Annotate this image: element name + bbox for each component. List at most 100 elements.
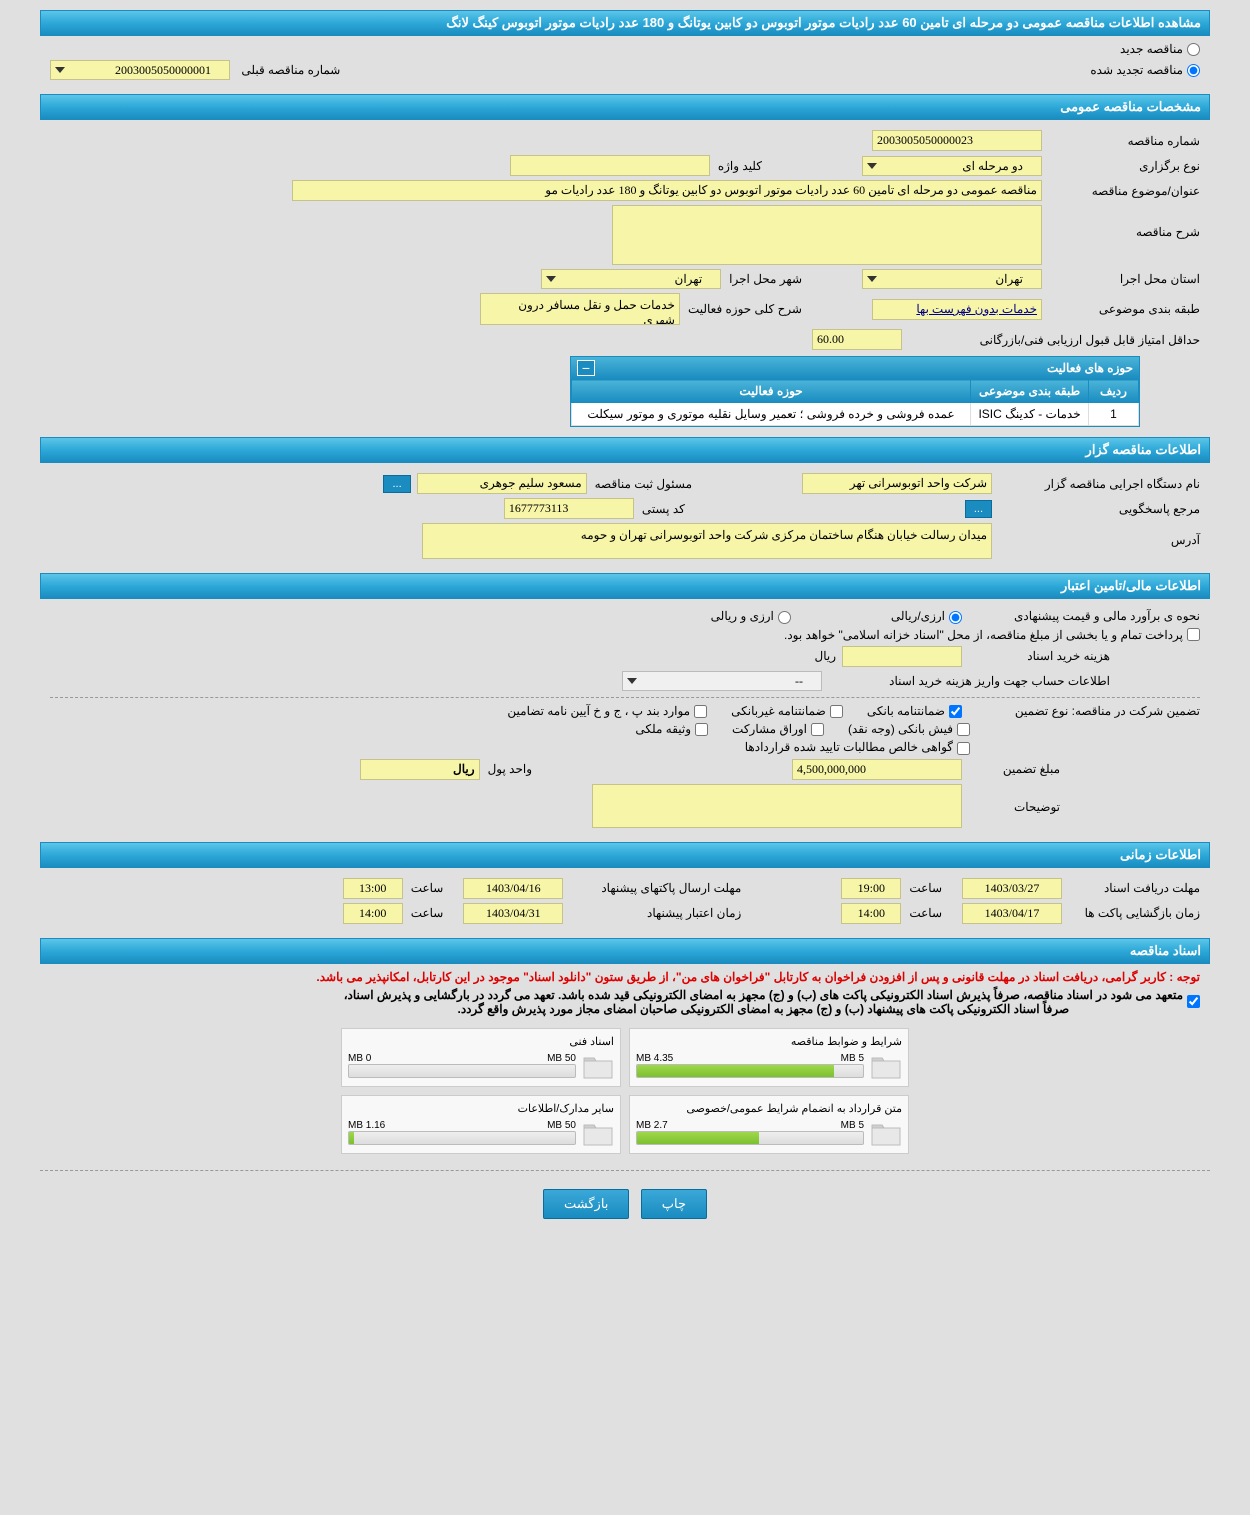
- doc-title: سایر مدارک/اطلاعات: [348, 1102, 614, 1115]
- reg-label: مسئول ثبت مناقصه: [595, 477, 692, 491]
- docs-red-note: توجه : کاربر گرامی، دریافت اسناد در مهلت…: [50, 970, 1200, 984]
- commit-checkbox[interactable]: [1187, 995, 1200, 1008]
- send-date[interactable]: [463, 878, 563, 899]
- prev-number-label: شماره مناقصه قبلی: [241, 63, 340, 77]
- section-tenderer-header: اطلاعات مناقصه گزار: [40, 437, 1210, 463]
- progress-bar: [348, 1064, 576, 1078]
- activity-table: ردیف طبقه بندی موضوعی حوزه فعالیت 1 خدما…: [571, 379, 1139, 426]
- folder-icon: [870, 1119, 902, 1147]
- keyword-input[interactable]: [510, 155, 710, 176]
- deadline-date[interactable]: [962, 878, 1062, 899]
- reg-lookup-button[interactable]: ...: [383, 475, 410, 493]
- doc-block: شرایط و ضوابط مناقصه5 MB4.35 MB: [629, 1028, 909, 1087]
- radio-rial[interactable]: ارزی/ریالی: [891, 609, 962, 623]
- scope-textarea[interactable]: خدمات حمل و نقل مسافر درون شهری: [480, 293, 680, 325]
- notes-textarea[interactable]: [592, 784, 962, 828]
- folder-icon: [582, 1119, 614, 1147]
- address-textarea[interactable]: میدان رسالت خیابان هنگام ساختمان مرکزی ش…: [422, 523, 992, 559]
- radio-new[interactable]: مناقصه جدید: [1120, 42, 1200, 56]
- progress-bar: [348, 1131, 576, 1145]
- org-input[interactable]: [802, 473, 992, 494]
- city-label: شهر محل اجرا: [729, 272, 802, 286]
- page-title: مشاهده اطلاعات مناقصه عمومی دو مرحله ای …: [40, 10, 1210, 36]
- radio-renewed[interactable]: مناقصه تجدید شده: [1090, 63, 1200, 77]
- radio-currency[interactable]: ارزی و ریالی: [711, 609, 791, 623]
- subject-input[interactable]: [292, 180, 1042, 201]
- amount-label: مبلغ تضمین: [970, 762, 1060, 776]
- scope-label: شرح کلی حوزه فعالیت: [688, 302, 802, 316]
- notes-label: توضیحات: [970, 784, 1060, 814]
- g2[interactable]: ضمانتنامه غیربانکی: [731, 704, 843, 718]
- open-time[interactable]: [841, 903, 901, 924]
- account-label: اطلاعات حساب جهت واریز هزینه خرید اسناد: [830, 674, 1110, 688]
- print-button[interactable]: چاپ: [641, 1189, 707, 1219]
- open-label: زمان بازگشایی پاکت ها: [1070, 906, 1200, 920]
- doc-used: 1.16 MB: [348, 1120, 385, 1131]
- postal-label: کد پستی: [642, 502, 685, 516]
- g1[interactable]: ضمانتنامه بانکی: [867, 704, 962, 718]
- treasury-checkbox[interactable]: [1187, 628, 1200, 641]
- doc-cost-unit: ریال: [814, 649, 836, 663]
- min-score-input[interactable]: [812, 329, 902, 350]
- time-label4: ساعت: [411, 906, 444, 920]
- section-time-header: اطلاعات زمانی: [40, 842, 1210, 868]
- folder-icon: [870, 1052, 902, 1080]
- col-scope: حوزه فعالیت: [572, 380, 971, 403]
- deadline-time[interactable]: [841, 878, 901, 899]
- holding-type-select[interactable]: دو مرحله ای: [862, 156, 1042, 176]
- class-input[interactable]: [872, 299, 1042, 320]
- col-class: طبقه بندی موضوعی: [971, 380, 1089, 403]
- reg-input[interactable]: [417, 473, 587, 494]
- send-time[interactable]: [343, 878, 403, 899]
- doc-total: 5 MB: [841, 1120, 864, 1131]
- time-label3: ساعت: [909, 906, 942, 920]
- section-docs-header: اسناد مناقصه: [40, 938, 1210, 964]
- progress-bar: [636, 1131, 864, 1145]
- folder-icon: [582, 1052, 614, 1080]
- g5[interactable]: اوراق مشارکت: [732, 722, 824, 736]
- doc-cost-label: هزینه خرید اسناد: [970, 649, 1110, 663]
- min-score-label: حداقل امتیاز قابل قبول ارزیابی فنی/بازرگ…: [910, 333, 1200, 347]
- activity-header: حوزه های فعالیت: [1047, 361, 1133, 375]
- doc-total: 50 MB: [547, 1120, 576, 1131]
- collapse-button[interactable]: −: [577, 360, 595, 376]
- section-general-header: مشخصات مناقصه عمومی: [40, 94, 1210, 120]
- open-date[interactable]: [962, 903, 1062, 924]
- number-label: شماره مناقصه: [1050, 134, 1200, 148]
- keyword-label: کلید واژه: [718, 159, 762, 173]
- g6[interactable]: وثیقه ملکی: [635, 722, 708, 736]
- send-label: مهلت ارسال پاکتهای پیشنهاد: [571, 881, 741, 895]
- subject-label: عنوان/موضوع مناقصه: [1050, 184, 1200, 198]
- valid-date[interactable]: [463, 903, 563, 924]
- g7[interactable]: گواهی خالص مطالبات تایید شده قراردادها: [745, 740, 970, 754]
- doc-cost-input[interactable]: [842, 646, 962, 667]
- doc-title: شرایط و ضوابط مناقصه: [636, 1035, 902, 1048]
- class-label: طبقه بندی موضوعی: [1050, 302, 1200, 316]
- city-select[interactable]: تهران: [541, 269, 721, 289]
- valid-time[interactable]: [343, 903, 403, 924]
- g4[interactable]: فیش بانکی (وجه نقد): [848, 722, 970, 736]
- account-select[interactable]: --: [622, 671, 822, 691]
- doc-used: 0 MB: [348, 1053, 371, 1064]
- desc-textarea[interactable]: [612, 205, 1042, 265]
- number-input[interactable]: [872, 130, 1042, 151]
- respond-button[interactable]: ...: [965, 500, 992, 518]
- back-button[interactable]: بازگشت: [543, 1189, 629, 1219]
- doc-total: 5 MB: [841, 1053, 864, 1064]
- org-label: نام دستگاه اجرایی مناقصه گزار: [1000, 477, 1200, 491]
- progress-bar: [636, 1064, 864, 1078]
- respond-label: مرجع پاسخگویی: [1000, 502, 1200, 516]
- col-row: ردیف: [1089, 380, 1139, 403]
- g3[interactable]: موارد بند پ ، ج و خ آیین نامه تضامین: [507, 704, 707, 718]
- doc-block: متن قرارداد به انضمام شرایط عمومی/خصوصی5…: [629, 1095, 909, 1154]
- amount-input[interactable]: [792, 759, 962, 780]
- prev-number-select[interactable]: 2003005050000001: [50, 60, 230, 80]
- docs-note1: متعهد می شود در اسناد مناقصه، صرفاً پذیر…: [344, 988, 1183, 1002]
- docs-note2: صرفاً اسناد الکترونیکی پاکت های پیشنهاد …: [344, 1002, 1183, 1016]
- treasury-note: پرداخت تمام و یا بخشی از مبلغ مناقصه، از…: [784, 628, 1183, 642]
- unit-input[interactable]: [360, 759, 480, 780]
- province-select[interactable]: تهران: [862, 269, 1042, 289]
- postal-input[interactable]: [504, 498, 634, 519]
- doc-used: 2.7 MB: [636, 1120, 668, 1131]
- radio-renewed-label: مناقصه تجدید شده: [1090, 63, 1183, 77]
